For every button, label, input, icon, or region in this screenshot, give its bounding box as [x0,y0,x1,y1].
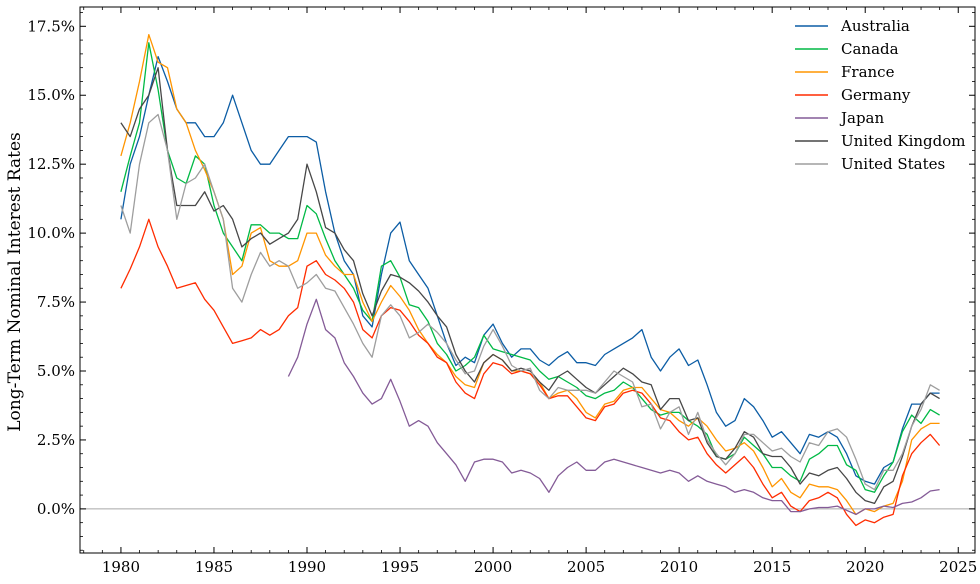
x-tick-label: 2015 [753,558,791,576]
legend-label-japan: Japan [839,109,885,127]
x-tick-label: 2020 [846,558,884,576]
x-tick-label: 1985 [195,558,233,576]
x-tick-label: 2010 [660,558,698,576]
legend-label-canada: Canada [841,40,899,58]
series-line-united-states [120,113,940,491]
legend: Australia Canada France Germany Japan United … [795,17,966,173]
legend-label-germany: Germany [841,86,911,104]
y-tick-label: 0.0% [37,500,75,518]
y-tick-label: 2.5% [37,431,75,449]
x-tick-label: 1995 [381,558,419,576]
x-tick-label: 1990 [288,558,326,576]
series-lines [80,33,975,527]
series-line-australia [120,55,940,485]
y-tick-label: 12.5% [27,155,75,173]
y-tick-label: 7.5% [37,293,75,311]
series-line-united-kingdom [120,67,940,505]
x-tick-label: 1980 [102,558,140,576]
series-line-france [120,33,940,516]
x-tick-label: 2025 [939,558,977,576]
legend-label-france: France [841,63,895,81]
y-tick-label: 17.5% [27,17,75,35]
y-tick-label: 5.0% [37,362,75,380]
plot-frame [79,6,976,554]
legend-label-united-kingdom: United Kingdom [841,132,966,150]
x-tick-label: 2000 [474,558,512,576]
axes: 1980 1985 1990 1995 2000 2005 2010 2015 2020 2025… [27,6,977,576]
y-tick-label: 10.0% [27,224,75,242]
series-line-germany [120,218,941,527]
series-line-canada [120,42,940,493]
series-line-japan [287,298,940,516]
legend-label-united-states: United States [841,155,945,173]
x-tick-label: 2005 [567,558,605,576]
legend-label-australia: Australia [840,17,910,35]
y-axis-label: Long-Term Nominal Interest Rates [5,132,25,431]
y-tick-label: 15.0% [27,86,75,104]
